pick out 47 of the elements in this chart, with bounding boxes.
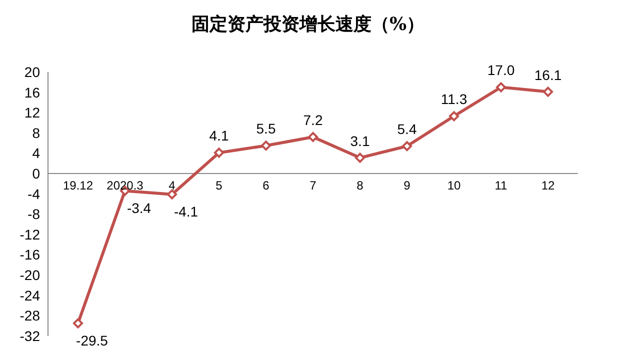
data-label: 3.1 bbox=[350, 132, 370, 149]
point bbox=[543, 86, 553, 97]
y-tick-label: -4 bbox=[28, 186, 40, 202]
x-tick-label: 12 bbox=[541, 178, 555, 193]
y-tick-label: -20 bbox=[20, 267, 40, 284]
data-label: 5.4 bbox=[397, 121, 417, 138]
point bbox=[355, 152, 365, 163]
y-tick-label: -16 bbox=[20, 246, 40, 263]
x-tick-label: 19.12 bbox=[62, 178, 94, 193]
x-tick-label: 4 bbox=[168, 178, 176, 193]
y-tick-label: 0 bbox=[32, 166, 40, 182]
data-label: 7.2 bbox=[303, 112, 323, 128]
point bbox=[214, 148, 224, 158]
y-tick-label: 12 bbox=[24, 104, 40, 121]
y-tick-label: 8 bbox=[32, 124, 40, 141]
x-tick-label: 6 bbox=[262, 178, 270, 193]
chart-title: 固定资产投资增长速度（%） bbox=[190, 13, 426, 37]
x-tick-label: 5 bbox=[216, 178, 223, 193]
data-label: -4.1 bbox=[174, 203, 198, 220]
y-tick-label: -24 bbox=[20, 287, 40, 304]
point bbox=[261, 140, 271, 151]
y-tick-label: 16 bbox=[24, 84, 40, 100]
x-tick-label: 11 bbox=[494, 178, 508, 193]
point bbox=[167, 189, 177, 200]
y-tick-label: -12 bbox=[20, 226, 40, 242]
x-tick-label: 10 bbox=[447, 178, 461, 193]
x-tick-label: 8 bbox=[356, 178, 364, 193]
y-tick-label: -28 bbox=[20, 308, 40, 324]
y-tick-label: 20 bbox=[24, 64, 40, 80]
data-label: -29.5 bbox=[76, 332, 108, 348]
point bbox=[449, 111, 459, 122]
data-label: 5.5 bbox=[256, 120, 276, 137]
x-tick-label: 2020.3 bbox=[106, 178, 144, 193]
y-tick-label: 4 bbox=[32, 145, 40, 162]
y-tick-label: -32 bbox=[20, 328, 40, 344]
data-label: 11.3 bbox=[440, 91, 468, 108]
data-label: -3.4 bbox=[126, 200, 152, 216]
data-label: 17.0 bbox=[487, 62, 515, 78]
point bbox=[402, 141, 412, 152]
point bbox=[308, 132, 318, 142]
data-label: 16.1 bbox=[534, 66, 562, 83]
x-tick-label: 9 bbox=[404, 178, 411, 193]
point bbox=[73, 318, 83, 328]
x-tick-label: 7 bbox=[310, 178, 317, 193]
point bbox=[496, 82, 506, 92]
data-label: 4.1 bbox=[209, 128, 229, 144]
y-tick-label: -8 bbox=[28, 206, 40, 222]
